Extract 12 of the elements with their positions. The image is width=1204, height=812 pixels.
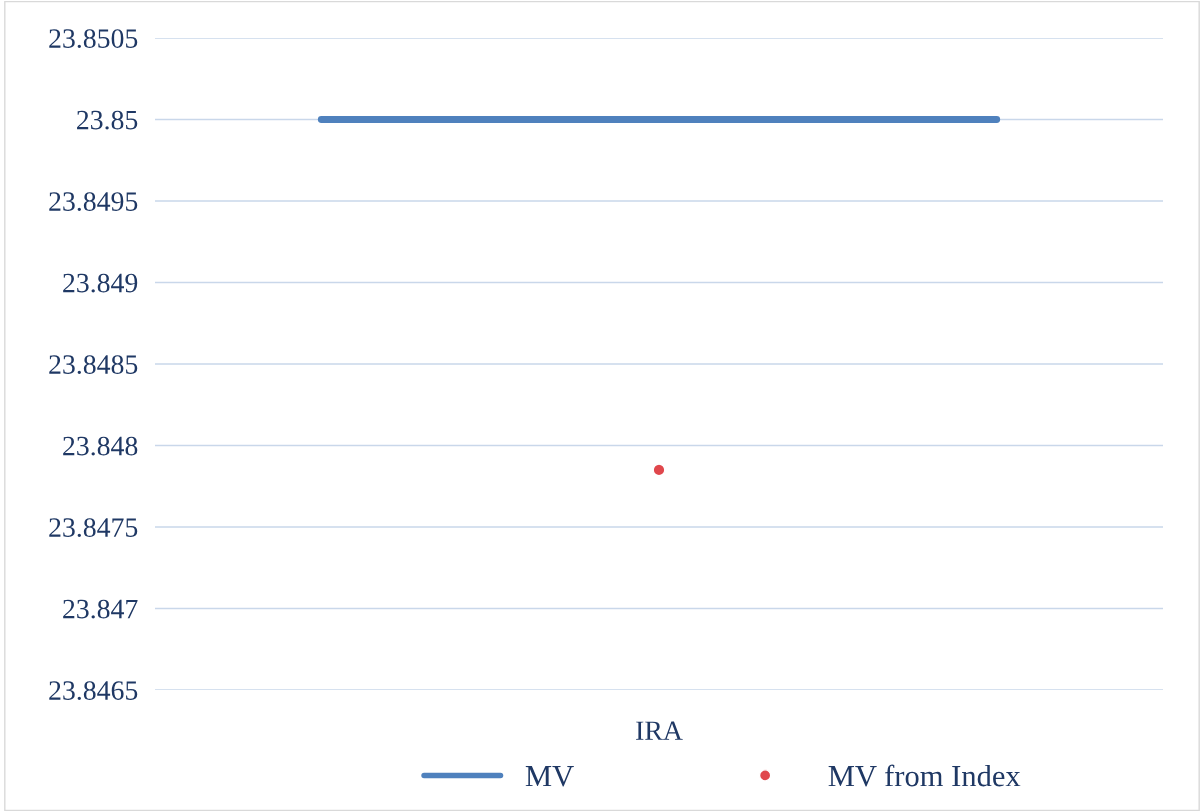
y-tick-label: 23.848 [63, 436, 138, 456]
y-tick-label: 23.849 [63, 273, 138, 293]
y-tick-label: 23.8465 [49, 681, 138, 701]
y-tick-label: 23.8495 [49, 192, 138, 212]
x-tick-label: IRA [636, 721, 683, 740]
y-tick-label: 23.8485 [49, 355, 138, 375]
y-tick-label: 23.8475 [49, 518, 138, 538]
y-tick-label: 23.8505 [49, 29, 138, 49]
y-tick-label: 23.85 [77, 110, 138, 130]
legend-label: MV [525, 766, 574, 787]
legend-label: MV from Index [828, 764, 1021, 787]
y-tick-label: 23.847 [63, 599, 138, 619]
